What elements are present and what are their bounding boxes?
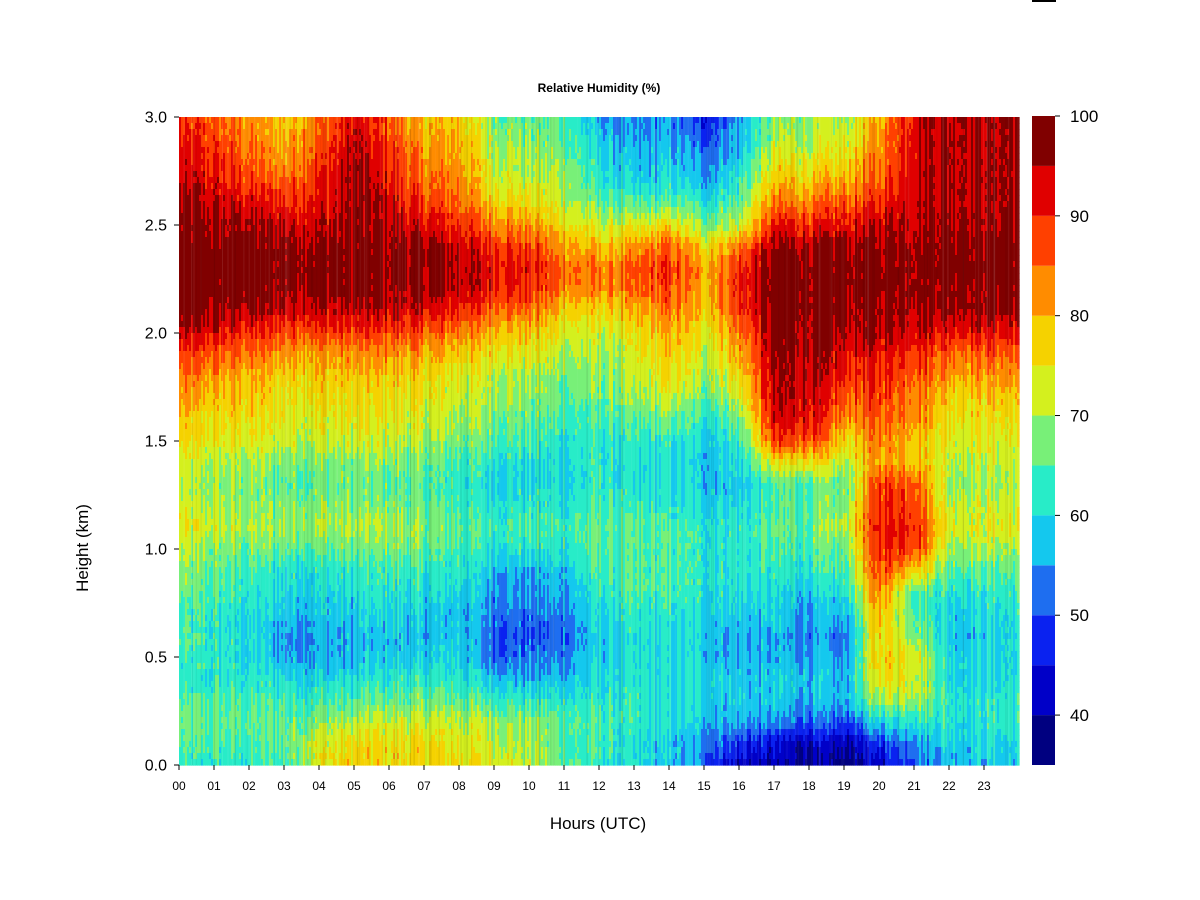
- chart-title: Relative Humidity (%): [538, 81, 661, 95]
